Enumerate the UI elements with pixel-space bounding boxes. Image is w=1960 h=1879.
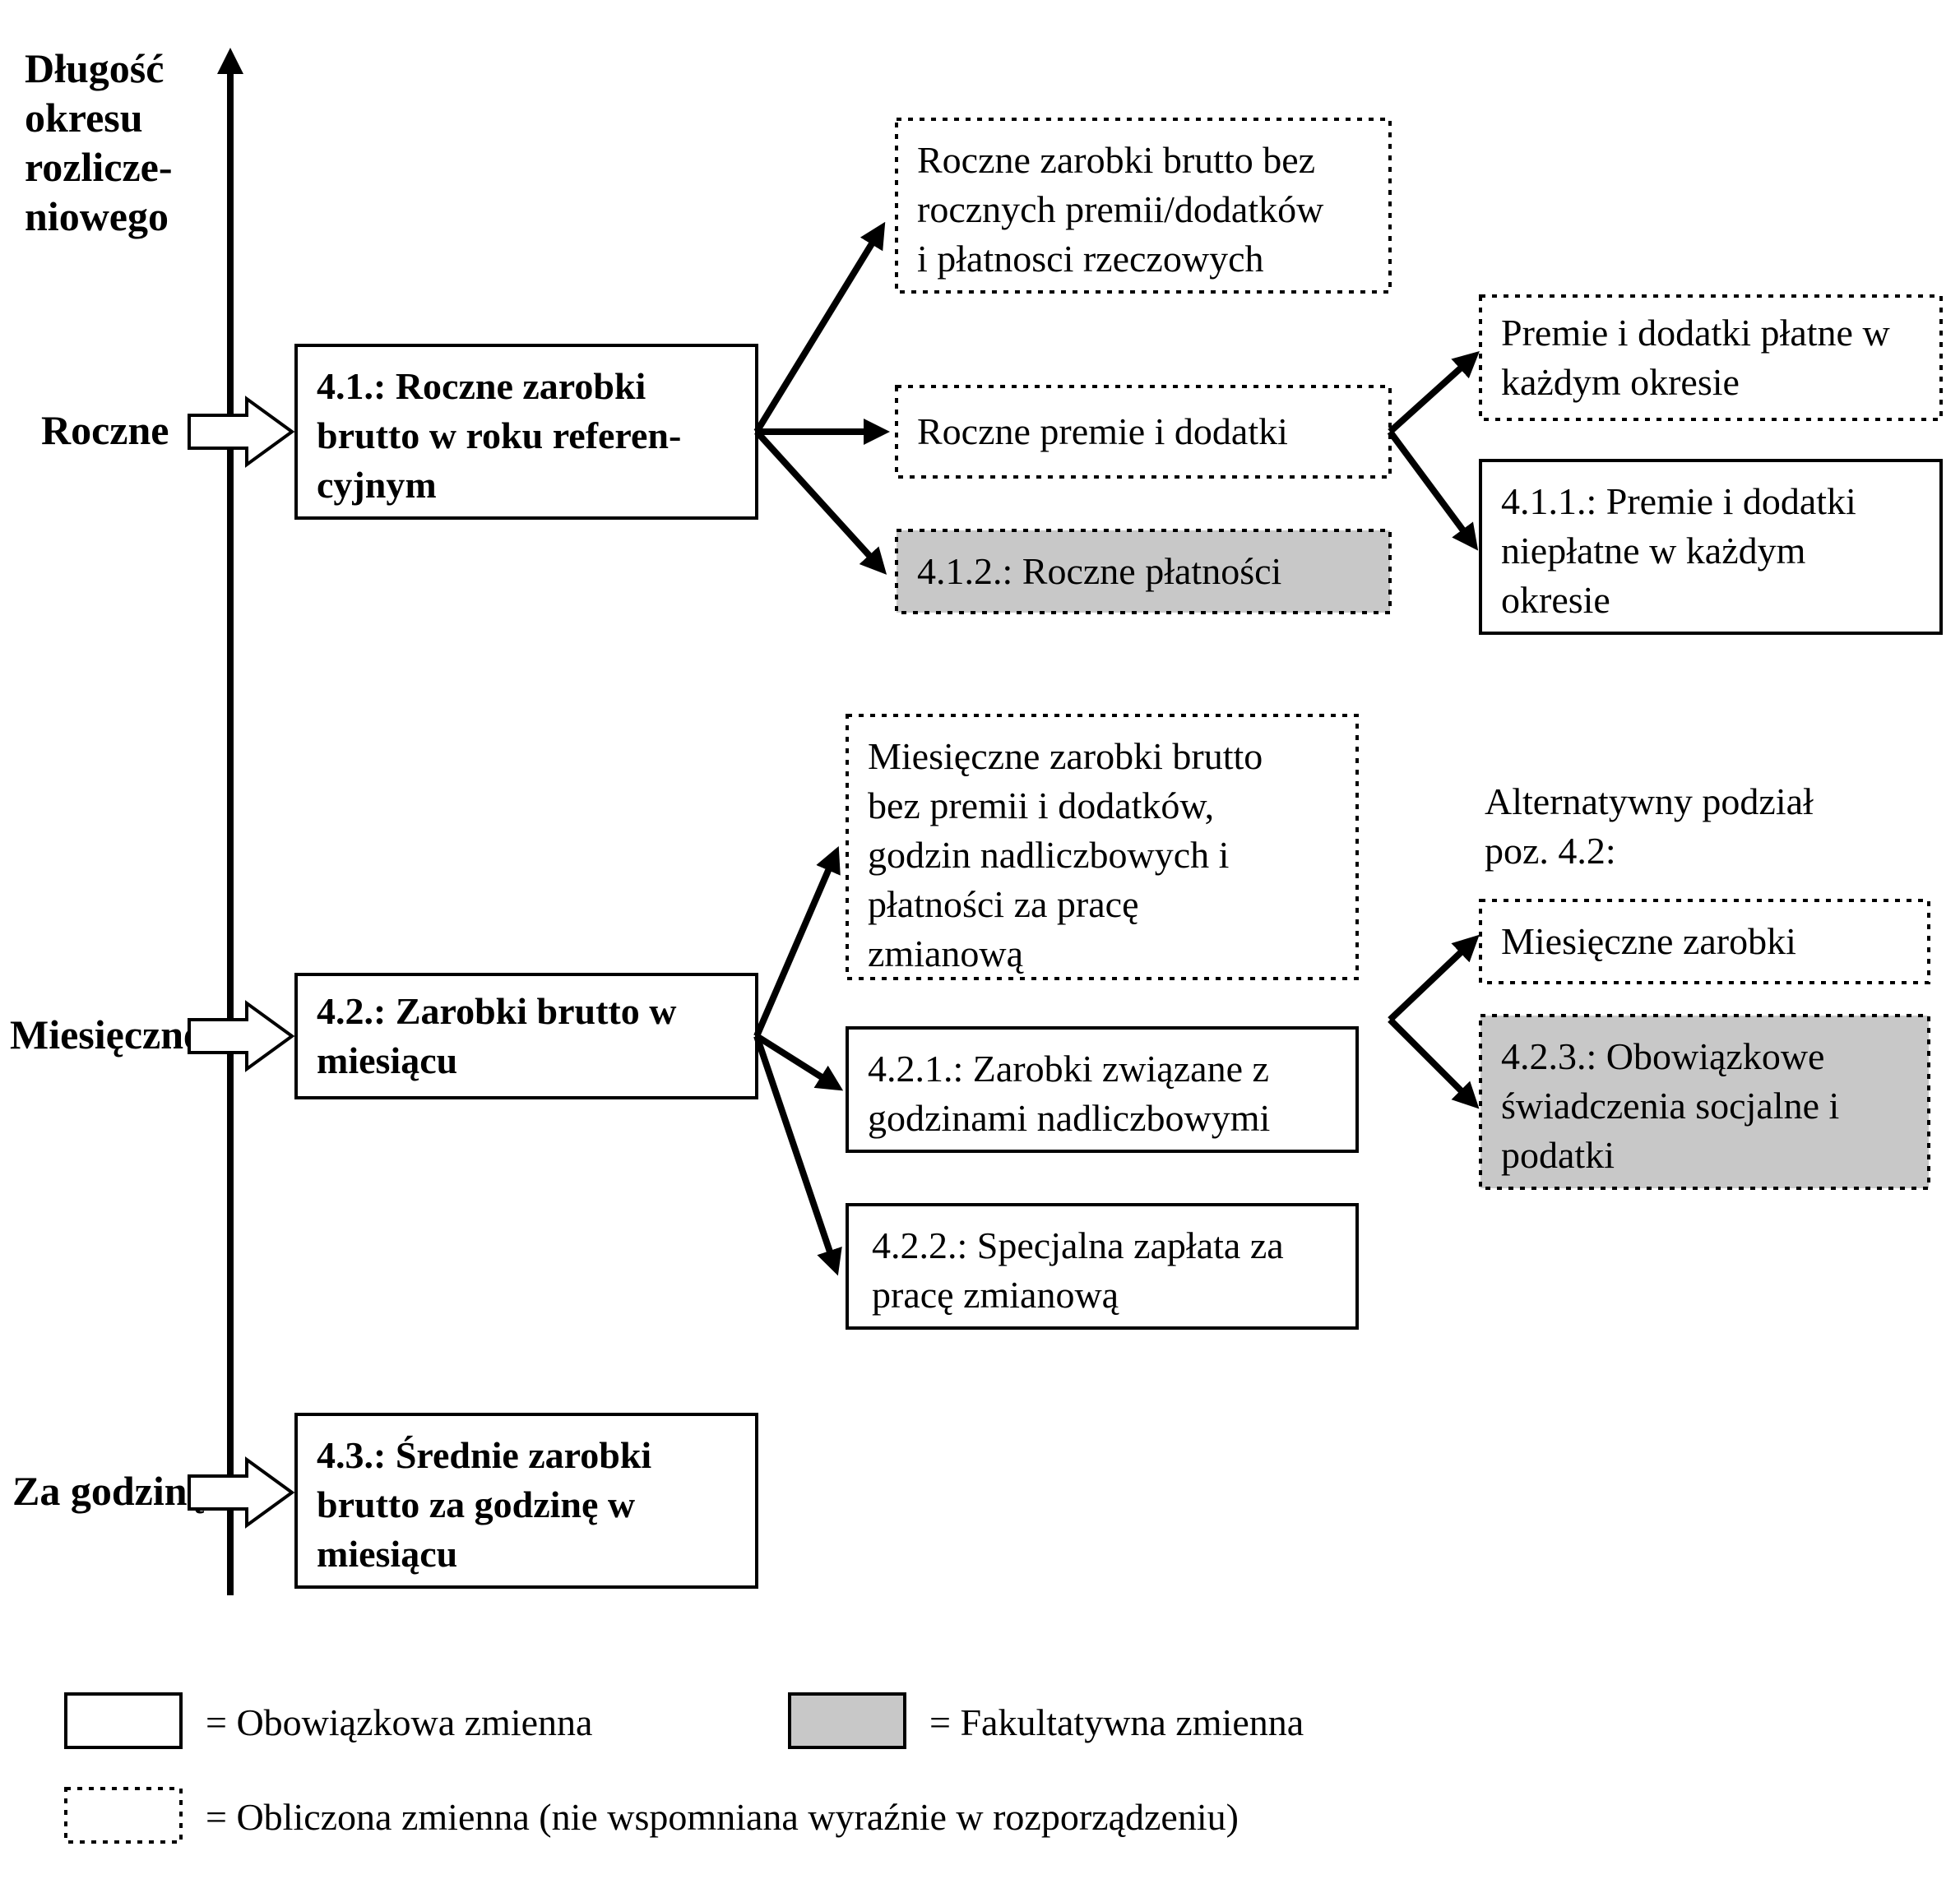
axis-label-l3: rozlicze- — [25, 144, 173, 190]
alt-label-l2: poz. 4.2: — [1485, 830, 1616, 872]
axis-label-l4: niowego — [25, 193, 169, 239]
node-4-3-l2: brutto za godzinę w — [317, 1483, 635, 1525]
hollow-arrow-roczne — [189, 399, 292, 465]
row-label-miesieczne: Miesięczne — [10, 1011, 202, 1058]
node-4-2-2-l2: pracę zmianową — [872, 1274, 1119, 1316]
arrow-42-to-a — [757, 855, 835, 1036]
node-4-1-l3: cyjnym — [317, 464, 437, 506]
axis-label-l1: Długość — [25, 45, 164, 91]
node-4-1-l2: brutto w roku referen- — [317, 414, 681, 456]
node-4-3-l1: 4.3.: Średnie zarobki — [317, 1434, 651, 1476]
hollow-arrow-miesieczne — [189, 1003, 292, 1069]
node-4-1-child-a-l1: Roczne zarobki brutto bez — [917, 139, 1315, 181]
node-4-1-l1: 4.1.: Roczne zarobki — [317, 365, 646, 407]
node-4-1-child-a-l2: rocznych premii/dodatków — [917, 188, 1324, 230]
flowchart-diagram: Długość okresu rozlicze- niowego Roczne … — [0, 0, 1960, 1879]
alt-label-l1: Alternatywny podział — [1485, 780, 1814, 822]
row-label-roczne: Roczne — [41, 407, 169, 453]
arrow-42alt-down — [1390, 1020, 1472, 1102]
legend-swatch-mandatory — [66, 1694, 181, 1747]
node-4-2-child-a-l3: godzin nadliczbowych i — [868, 834, 1229, 876]
node-4-1-child-a-l3: i płatnosci rzeczowych — [917, 238, 1263, 280]
node-4-2-alt-b-l1: Miesięczne zarobki — [1501, 920, 1796, 962]
node-4-2-1-l2: godzinami nadliczbowymi — [868, 1097, 1270, 1139]
arrow-42alt-up — [1390, 942, 1472, 1020]
node-4-1-child-b-l1: Roczne premie i dodatki — [917, 410, 1288, 452]
node-4-2-l1: 4.2.: Zarobki brutto w — [317, 990, 676, 1032]
node-4-2-3-l3: podatki — [1501, 1134, 1615, 1176]
node-4-1-1-l2: niepłatne w każdym — [1501, 530, 1806, 572]
legend-swatch-optional — [790, 1694, 905, 1747]
axis-label-l2: okresu — [25, 95, 143, 141]
node-4-2-2-l1: 4.2.2.: Specjalna zapłata za — [872, 1224, 1284, 1266]
node-4-1-1-l3: okresie — [1501, 579, 1610, 621]
node-4-1-2-l1: 4.1.2.: Roczne płatności — [917, 550, 1281, 592]
legend-swatch-computed — [66, 1789, 181, 1842]
node-4-2-child-a-l4: płatności za pracę — [868, 883, 1138, 925]
node-4-1-child-c-l2: każdym okresie — [1501, 361, 1740, 403]
legend: = Obowiązkowa zmienna = Fakultatywna zmi… — [66, 1694, 1304, 1842]
legend-label-computed: = Obliczona zmienna (nie wspomniana wyra… — [206, 1796, 1239, 1838]
node-4-1-child-c-l1: Premie i dodatki płatne w — [1501, 312, 1890, 354]
node-4-1-1-l1: 4.1.1.: Premie i dodatki — [1501, 480, 1856, 522]
arrow-41b-to-c — [1390, 358, 1472, 432]
node-4-2-l2: miesiącu — [317, 1039, 457, 1081]
row-label-za-godzine: Za godzinę — [12, 1468, 206, 1514]
arrow-41b-to-411 — [1390, 432, 1472, 543]
arrow-42-to-422 — [757, 1036, 835, 1266]
node-4-3-l3: miesiącu — [317, 1533, 457, 1575]
legend-label-mandatory: = Obowiązkowa zmienna — [206, 1701, 592, 1743]
node-4-2-3-l2: świadczenia socjalne i — [1501, 1085, 1839, 1127]
arrow-41-to-412 — [757, 432, 880, 567]
legend-label-optional: = Fakultatywna zmienna — [929, 1701, 1304, 1743]
node-4-2-3-l1: 4.2.3.: Obowiązkowe — [1501, 1035, 1824, 1077]
node-4-2-child-a-l2: bez premii i dodatków, — [868, 784, 1214, 826]
node-4-2-child-a-l5: zmianową — [868, 933, 1024, 974]
node-4-2-1-l1: 4.2.1.: Zarobki związane z — [868, 1048, 1269, 1090]
node-4-2-child-a-l1: Miesięczne zarobki brutto — [868, 735, 1263, 777]
arrow-41-to-a — [757, 230, 880, 432]
